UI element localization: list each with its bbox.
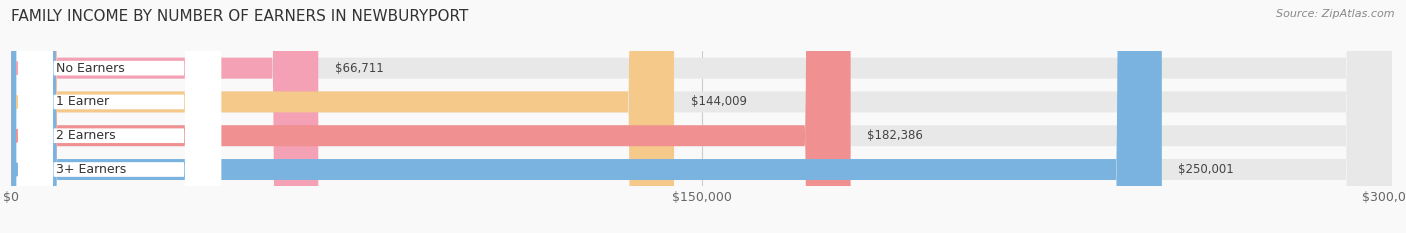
Text: $182,386: $182,386 xyxy=(868,129,924,142)
FancyBboxPatch shape xyxy=(17,0,221,233)
FancyBboxPatch shape xyxy=(11,0,673,233)
Text: No Earners: No Earners xyxy=(56,62,124,75)
Text: FAMILY INCOME BY NUMBER OF EARNERS IN NEWBURYPORT: FAMILY INCOME BY NUMBER OF EARNERS IN NE… xyxy=(11,9,468,24)
FancyBboxPatch shape xyxy=(11,0,1392,233)
Text: $144,009: $144,009 xyxy=(690,96,747,108)
FancyBboxPatch shape xyxy=(11,0,851,233)
FancyBboxPatch shape xyxy=(17,0,221,233)
FancyBboxPatch shape xyxy=(11,0,318,233)
Text: $66,711: $66,711 xyxy=(335,62,384,75)
Text: 3+ Earners: 3+ Earners xyxy=(56,163,127,176)
FancyBboxPatch shape xyxy=(11,0,1392,233)
Text: $250,001: $250,001 xyxy=(1178,163,1234,176)
FancyBboxPatch shape xyxy=(11,0,1392,233)
Text: 1 Earner: 1 Earner xyxy=(56,96,108,108)
FancyBboxPatch shape xyxy=(17,0,221,233)
Text: Source: ZipAtlas.com: Source: ZipAtlas.com xyxy=(1277,9,1395,19)
Text: 2 Earners: 2 Earners xyxy=(56,129,115,142)
FancyBboxPatch shape xyxy=(11,0,1392,233)
FancyBboxPatch shape xyxy=(17,0,221,233)
FancyBboxPatch shape xyxy=(11,0,1161,233)
